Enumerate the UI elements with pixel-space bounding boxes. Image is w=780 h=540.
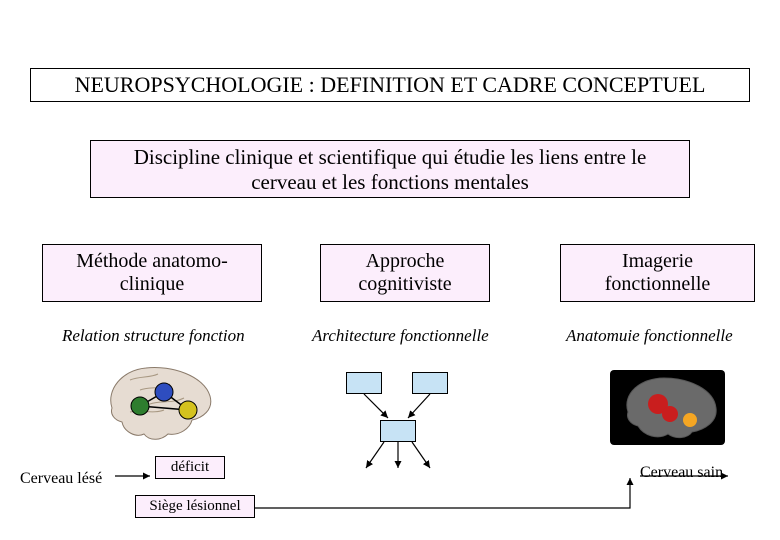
node-green <box>131 397 149 415</box>
activation-orange <box>683 413 697 427</box>
siege-text: Siège lésionnel <box>149 498 240 514</box>
title-text: NEUROPSYCHOLOGIE : DEFINITION ET CADRE C… <box>75 72 706 98</box>
col3-heading-box: Imagerie fonctionnelle <box>560 244 755 302</box>
node-blue <box>155 383 173 401</box>
col2-heading: Approche cognitiviste <box>358 250 451 296</box>
brain-functional-graphic <box>610 370 725 445</box>
definition-line2: cerveau et les fonctions mentales <box>101 170 679 195</box>
definition-box: Discipline clinique et scientifique qui … <box>90 140 690 198</box>
flowchart-box-2 <box>412 372 448 394</box>
title-box: NEUROPSYCHOLOGIE : DEFINITION ET CADRE C… <box>30 68 750 102</box>
col1-heading: Méthode anatomo- clinique <box>76 250 228 296</box>
brain-outline <box>111 368 211 440</box>
definition-line1: Discipline clinique et scientifique qui … <box>101 145 679 170</box>
col1-heading-box: Méthode anatomo- clinique <box>42 244 262 302</box>
brain-anatomical-graphic <box>100 360 220 445</box>
flowchart-box-1 <box>346 372 382 394</box>
cerveau-lese-label: Cerveau lésé <box>20 470 102 488</box>
col3-heading: Imagerie fonctionnelle <box>605 250 711 296</box>
node-yellow <box>179 401 197 419</box>
activation-red-2 <box>662 406 678 422</box>
cerveau-sain-label: Cerveau sain <box>640 464 723 482</box>
col2-subtitle: Architecture fonctionnelle <box>312 326 489 346</box>
deficit-box: déficit <box>155 456 225 479</box>
col1-subtitle: Relation structure fonction <box>62 326 245 346</box>
col2-heading-box: Approche cognitiviste <box>320 244 490 302</box>
flowchart-box-3 <box>380 420 416 442</box>
col3-subtitle: Anatomuie fonctionnelle <box>566 326 733 346</box>
deficit-text: déficit <box>171 459 209 475</box>
siege-box: Siège lésionnel <box>135 495 255 518</box>
